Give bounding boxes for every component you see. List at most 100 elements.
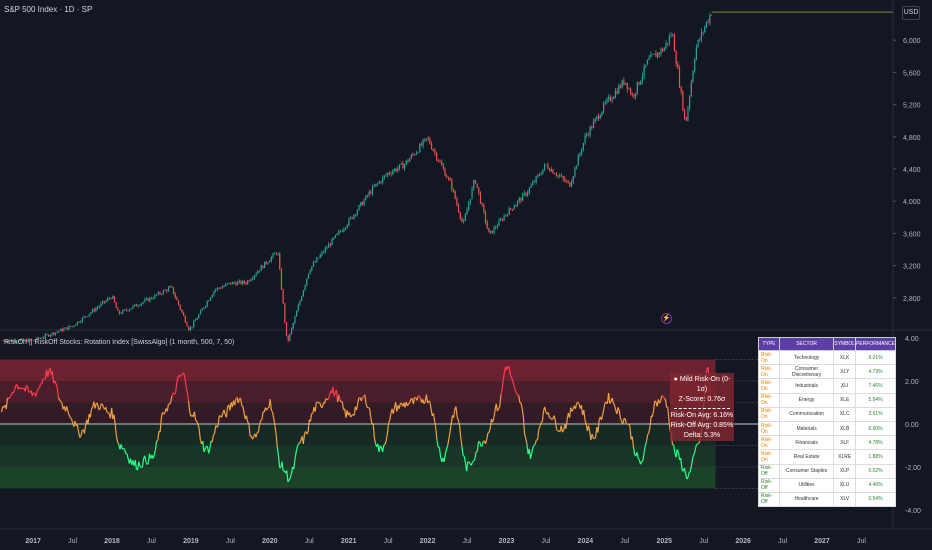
candle-body: [678, 68, 681, 88]
candle-body: [589, 126, 591, 136]
candle-body: [528, 187, 530, 193]
osc-line-segment: [269, 398, 272, 411]
osc-line-segment: [434, 421, 437, 429]
osc-line-segment: [694, 445, 697, 452]
performance-cell: 4.46%: [855, 477, 896, 493]
time-tick-label: 2019: [183, 538, 199, 545]
candle-body: [341, 231, 343, 232]
candle-body: [437, 159, 439, 162]
osc-line-segment: [519, 401, 522, 404]
osc-line-segment: [509, 374, 513, 379]
candle-body: [211, 294, 213, 298]
time-tick-label: Jul: [857, 538, 866, 545]
lightning-icon[interactable]: ⚡: [661, 313, 672, 324]
candle-body: [328, 244, 330, 248]
osc-line-segment: [288, 477, 291, 481]
type-cell: Risk-Off: [758, 463, 780, 479]
osc-line-segment: [333, 392, 336, 397]
candle-body: [142, 301, 144, 304]
osc-line-segment: [185, 386, 188, 393]
candle-body: [7, 340, 9, 342]
currency-button[interactable]: USD: [902, 6, 920, 20]
osc-line-segment: [591, 433, 594, 439]
osc-line-segment: [251, 436, 255, 440]
candle-body: [491, 230, 493, 234]
osc-line-segment: [611, 397, 614, 404]
regime-headline-text: Mild Risk-On (0-1σ): [679, 376, 731, 393]
candle-body: [559, 175, 561, 177]
osc-line-segment: [416, 396, 419, 401]
osc-line-segment: [183, 372, 186, 379]
candle-body: [365, 195, 367, 200]
symbol-cell: XLV: [833, 491, 857, 508]
osc-line-segment: [355, 403, 359, 411]
candle-body: [56, 331, 58, 333]
riskoff-avg-label: Risk-Off Avg: 0.85%: [670, 422, 734, 429]
candle-body: [441, 161, 443, 166]
candle-body: [565, 181, 568, 182]
symbol-cell: XLRE: [833, 449, 857, 465]
osc-line-segment: [521, 408, 525, 418]
candle-body: [258, 270, 261, 272]
candle-body: [230, 282, 232, 285]
osc-line-segment: [70, 418, 74, 423]
candle-body: [285, 321, 288, 337]
candle-body: [91, 309, 94, 313]
candle-body: [204, 305, 207, 308]
osc-line-segment: [154, 441, 158, 451]
osc-line-segment: [658, 400, 662, 404]
osc-line-segment: [296, 443, 300, 447]
candle-body: [626, 82, 628, 90]
performance-cell: 0.54%: [855, 491, 896, 508]
osc-line-segment: [667, 406, 670, 421]
candle-body: [64, 327, 67, 329]
candle-body: [304, 285, 306, 291]
osc-line-segment: [534, 439, 538, 445]
candle-body: [161, 293, 163, 295]
candle-body: [648, 57, 650, 60]
candle-body: [253, 275, 256, 279]
candle-body: [442, 165, 444, 169]
osc-line-segment: [319, 402, 322, 408]
osc-line-segment: [372, 423, 375, 438]
candle-body: [493, 227, 495, 234]
candle-body: [500, 219, 502, 221]
osc-line-segment: [432, 413, 436, 422]
osc-line-segment: [628, 423, 631, 427]
candle-body: [375, 183, 377, 187]
osc-line-segment: [8, 397, 11, 400]
candle-body: [130, 308, 132, 310]
candle-body: [164, 290, 166, 291]
osc-line-segment: [364, 394, 367, 405]
osc-line-segment: [96, 403, 100, 410]
candle-body: [393, 169, 396, 172]
candle-body: [307, 273, 310, 279]
osc-line-segment: [197, 424, 200, 430]
osc-line-segment: [429, 401, 432, 410]
candle-body: [692, 71, 694, 83]
osc-line-segment: [652, 400, 656, 411]
time-tick-label: Jul: [305, 538, 314, 545]
osc-line-segment: [202, 440, 205, 452]
osc-line-segment: [481, 441, 484, 447]
candle-body: [704, 26, 706, 32]
candle-body: [382, 177, 384, 183]
candle-body: [44, 334, 46, 338]
type-cell: Risk-On: [758, 392, 780, 408]
candle-body: [83, 316, 85, 318]
osc-tick-label: -4.00: [905, 508, 921, 515]
osc-line-segment: [59, 399, 62, 402]
osc-line-segment: [289, 473, 293, 479]
performance-cell: 4.73%: [855, 364, 896, 380]
candle-body: [682, 91, 684, 111]
candle-body: [488, 227, 490, 233]
candle-body: [80, 321, 82, 323]
candle-body: [157, 292, 159, 295]
zscore-label: Z-Score: 0.76σ: [678, 396, 726, 403]
candle-body: [287, 336, 289, 341]
candle-body: [486, 222, 488, 228]
osc-line-segment: [25, 384, 29, 388]
candle-body: [388, 173, 391, 174]
candle-body: [132, 305, 134, 309]
candle-body: [355, 214, 357, 216]
